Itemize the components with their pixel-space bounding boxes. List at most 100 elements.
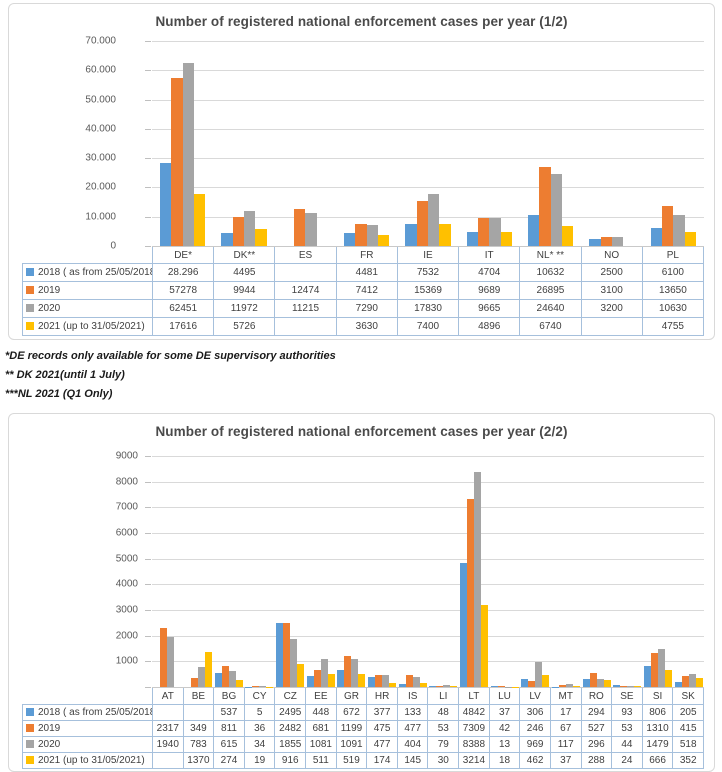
table-cell: 44 — [612, 737, 643, 753]
table-cell: 17830 — [397, 300, 458, 318]
bar — [620, 686, 627, 687]
x-axis-line — [152, 687, 704, 688]
bar — [429, 686, 436, 687]
plot-area-1 — [152, 41, 704, 246]
bar — [297, 664, 304, 688]
table-cell: 519 — [336, 753, 367, 769]
bar — [439, 224, 450, 246]
bar — [491, 686, 498, 687]
bar — [405, 224, 416, 246]
bar — [696, 678, 703, 687]
bar — [597, 679, 604, 687]
bar — [191, 678, 198, 687]
y-tick-label: 30.000 — [85, 153, 116, 164]
bar — [307, 676, 314, 687]
table-cell: 3630 — [336, 318, 397, 336]
bar — [658, 649, 665, 687]
table-cell: 24 — [612, 753, 643, 769]
bar — [259, 686, 266, 687]
series-legend-cell: 2018 ( as from 25/05/2018) — [23, 705, 153, 721]
category-group — [459, 456, 490, 687]
series-legend-cell: 2019 — [23, 721, 153, 737]
y-tick-label: 8000 — [116, 476, 138, 487]
table-cell: 4704 — [459, 264, 520, 282]
x-axis-category-label: DK** — [214, 247, 275, 264]
category-group — [275, 456, 306, 687]
table-cell: 4842 — [459, 705, 490, 721]
category-group — [643, 41, 704, 246]
table-cell: 415 — [673, 721, 704, 737]
x-axis-category-label: RO — [581, 688, 612, 705]
x-axis-category-label: FR — [336, 247, 397, 264]
table-cell: 672 — [336, 705, 367, 721]
category-group — [459, 41, 520, 246]
bar — [337, 670, 344, 687]
table-cell: 5 — [244, 705, 275, 721]
table-cell: 7412 — [336, 282, 397, 300]
category-group — [244, 456, 275, 687]
bar — [194, 194, 205, 246]
table-cell: 37 — [550, 753, 581, 769]
table-cell: 79 — [428, 737, 459, 753]
table-cell: 1310 — [642, 721, 673, 737]
x-axis-category-label: LI — [428, 688, 459, 705]
category-group — [673, 456, 704, 687]
series-legend-cell: 2020 — [23, 300, 153, 318]
table-cell: 294 — [581, 705, 612, 721]
table-cell: 13 — [489, 737, 520, 753]
y-tick-label: 10.000 — [85, 211, 116, 222]
table-cell: 1199 — [336, 721, 367, 737]
legend-color-chip — [26, 286, 34, 294]
x-axis-category-label: IS — [397, 688, 428, 705]
category-group — [336, 41, 397, 246]
y-tick-label: 1000 — [116, 656, 138, 667]
x-axis-category-label: LT — [459, 688, 490, 705]
table-cell: 62451 — [153, 300, 214, 318]
table-cell: 288 — [581, 753, 612, 769]
category-group — [305, 456, 336, 687]
table-cell: 3200 — [581, 300, 642, 318]
bar — [612, 237, 623, 246]
table-cell: 17616 — [153, 318, 214, 336]
table-cell: 18 — [489, 753, 520, 769]
table-cell — [275, 318, 336, 336]
bar — [233, 217, 244, 246]
table-cell: 349 — [183, 721, 214, 737]
table-cell: 17 — [550, 705, 581, 721]
table-cell: 666 — [642, 753, 673, 769]
table-cell: 462 — [520, 753, 551, 769]
bar — [355, 224, 366, 246]
category-group — [152, 456, 183, 687]
table-cell: 1081 — [306, 737, 337, 753]
bar — [689, 674, 696, 687]
category-group — [428, 456, 459, 687]
bar — [589, 239, 600, 246]
bar — [604, 680, 611, 687]
x-axis-category-label: DE* — [153, 247, 214, 264]
table-cell: 34 — [244, 737, 275, 753]
bar — [382, 675, 389, 687]
x-axis-category-label: SE — [612, 688, 643, 705]
x-axis-category-label: GR — [336, 688, 367, 705]
x-axis-category-label: CY — [244, 688, 275, 705]
category-group — [336, 456, 367, 687]
bar — [528, 215, 539, 246]
table-cell: 42 — [489, 721, 520, 737]
table-cell: 537 — [214, 705, 245, 721]
table-cell: 37 — [489, 705, 520, 721]
y-tick-label: 6000 — [116, 527, 138, 538]
category-group — [183, 456, 214, 687]
table-cell: 806 — [642, 705, 673, 721]
bar — [489, 218, 500, 246]
chart-title-1: Number of registered national enforcemen… — [19, 14, 704, 29]
table-cell: 615 — [214, 737, 245, 753]
series-legend-cell: 2020 — [23, 737, 153, 753]
table-cell: 296 — [581, 737, 612, 753]
table-cell: 511 — [306, 753, 337, 769]
bar — [314, 670, 321, 687]
